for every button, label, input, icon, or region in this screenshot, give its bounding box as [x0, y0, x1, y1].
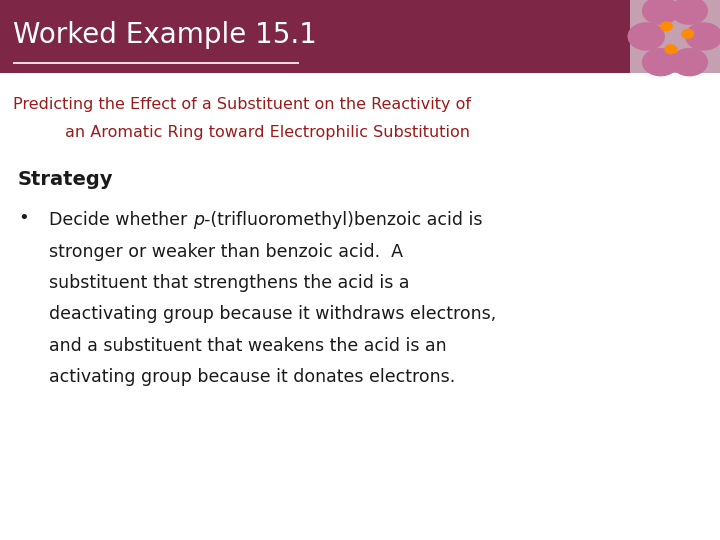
Text: Strategy: Strategy	[18, 170, 114, 190]
Circle shape	[682, 30, 693, 38]
Text: •: •	[18, 208, 29, 227]
Circle shape	[643, 49, 679, 76]
Text: substituent that strengthens the acid is a: substituent that strengthens the acid is…	[49, 274, 410, 292]
Circle shape	[661, 22, 672, 31]
Circle shape	[686, 23, 720, 50]
Text: activating group because it donates electrons.: activating group because it donates elec…	[49, 368, 455, 386]
Text: Predicting the Effect of a Substituent on the Reactivity of: Predicting the Effect of a Substituent o…	[13, 97, 471, 112]
Text: Worked Example 15.1: Worked Example 15.1	[13, 21, 317, 49]
Text: and a substituent that weakens the acid is an: and a substituent that weakens the acid …	[49, 336, 446, 355]
Text: -(trifluoromethyl)benzoic acid is: -(trifluoromethyl)benzoic acid is	[204, 211, 482, 230]
Circle shape	[671, 49, 707, 76]
Circle shape	[665, 45, 677, 53]
Text: an Aromatic Ring toward Electrophilic Substitution: an Aromatic Ring toward Electrophilic Su…	[65, 125, 470, 140]
FancyBboxPatch shape	[0, 0, 720, 73]
Circle shape	[643, 0, 679, 24]
Text: deactivating group because it withdraws electrons,: deactivating group because it withdraws …	[49, 305, 496, 323]
Text: Decide whether: Decide whether	[49, 211, 193, 230]
Circle shape	[671, 0, 707, 24]
Circle shape	[628, 23, 664, 50]
Text: stronger or weaker than benzoic acid.  A: stronger or weaker than benzoic acid. A	[49, 242, 403, 261]
Text: p: p	[193, 211, 204, 230]
FancyBboxPatch shape	[630, 0, 720, 73]
Text: Decide whether: Decide whether	[49, 211, 193, 230]
